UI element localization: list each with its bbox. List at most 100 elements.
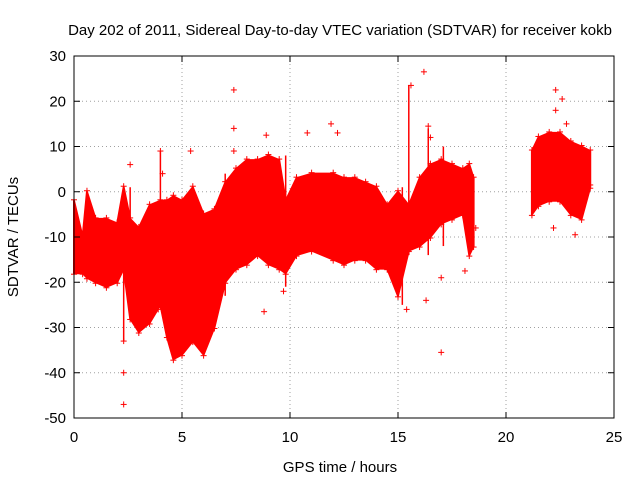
data-point <box>449 216 455 223</box>
data-point <box>466 160 473 167</box>
data-point <box>120 183 127 190</box>
data-outlier <box>230 86 237 93</box>
data-point <box>282 196 289 203</box>
data-outlier <box>230 148 237 155</box>
data-point <box>528 212 535 219</box>
data-point <box>449 160 455 167</box>
y-tick-label: -10 <box>44 229 66 246</box>
x-tick-label: 0 <box>70 429 78 446</box>
data-point <box>416 244 423 251</box>
x-tick-label: 20 <box>498 429 515 446</box>
data-point <box>189 183 196 190</box>
axes: 0 5 10 15 20 25 -50 -40 -30 -20 -10 0 10 20 30 <box>44 48 622 446</box>
data-point <box>546 128 553 135</box>
data-point <box>330 169 337 176</box>
data-point <box>163 334 170 341</box>
data-point <box>341 174 347 181</box>
data-outlier <box>559 95 566 102</box>
data-point <box>427 235 434 241</box>
data-point <box>179 352 185 359</box>
data-point <box>395 187 401 194</box>
data-point <box>127 316 134 323</box>
data-point <box>427 160 434 167</box>
data-outlier <box>572 231 579 238</box>
data-point <box>135 223 142 230</box>
data-point <box>276 266 283 273</box>
data-outlier <box>427 134 434 141</box>
data-point <box>222 178 229 185</box>
data-outlier <box>157 148 164 155</box>
data-outlier <box>423 297 430 304</box>
data-point <box>135 330 142 337</box>
data-point <box>103 284 110 291</box>
x-tick-label: 15 <box>390 429 407 446</box>
data-point <box>120 266 127 273</box>
data-point <box>92 280 99 287</box>
data-point <box>200 210 207 217</box>
data-point <box>233 165 239 172</box>
data-outlier <box>187 148 194 155</box>
data-outlier <box>407 82 414 89</box>
data-point <box>189 339 196 346</box>
data-point <box>459 165 466 172</box>
data-outlier <box>304 129 311 136</box>
data-outlier <box>155 306 162 313</box>
data-point <box>157 302 164 309</box>
data-point <box>384 201 391 208</box>
y-tick-label: -40 <box>44 365 66 382</box>
y-tick-label: 0 <box>58 184 66 201</box>
data-point <box>243 156 250 163</box>
data-point <box>308 169 315 176</box>
chart-title: Day 202 of 2011, Sidereal Day-to-day VTE… <box>68 22 612 39</box>
data-outlier <box>263 132 270 139</box>
data-point <box>92 214 99 221</box>
data-point <box>83 275 90 282</box>
data-point <box>127 214 134 221</box>
data-outlier <box>563 120 570 127</box>
data-point <box>535 133 542 140</box>
data-point <box>362 257 369 264</box>
data-point <box>330 257 337 264</box>
data-point <box>243 262 250 269</box>
data-point <box>416 174 423 181</box>
data-point <box>170 192 177 199</box>
x-tick-label: 5 <box>178 429 186 446</box>
data-point <box>466 253 473 260</box>
data-outlier <box>403 306 410 313</box>
data-outlier <box>552 86 559 93</box>
data-point <box>438 221 445 228</box>
data-point <box>308 248 315 255</box>
data-point <box>222 280 229 287</box>
data-outlier <box>420 68 427 75</box>
data-point <box>341 262 347 269</box>
data-point <box>362 178 369 185</box>
data-point <box>79 233 86 239</box>
data-point <box>470 174 477 181</box>
data-outlier <box>120 401 127 408</box>
data-point <box>384 266 391 273</box>
data-point <box>470 244 477 251</box>
data-point <box>146 320 153 327</box>
y-tick-label: -30 <box>44 320 66 337</box>
data-outlier <box>328 120 335 127</box>
data-outlier <box>461 267 468 274</box>
data-point <box>114 280 121 287</box>
data-point <box>179 196 185 203</box>
data-outlier <box>280 288 287 295</box>
y-tick-label: 10 <box>49 139 66 156</box>
data-point <box>567 137 574 144</box>
data-point <box>265 262 272 269</box>
data-point <box>211 205 218 212</box>
data-outlier <box>438 349 445 356</box>
data-point <box>567 212 574 219</box>
data-point <box>282 271 289 278</box>
data-outlier <box>230 125 237 132</box>
data-point <box>103 214 110 221</box>
y-tick-label: -50 <box>44 410 66 427</box>
data-point <box>373 183 380 190</box>
data-point <box>351 174 358 181</box>
data-outlier <box>159 170 166 177</box>
data-point <box>528 147 535 154</box>
data-point <box>557 198 563 205</box>
